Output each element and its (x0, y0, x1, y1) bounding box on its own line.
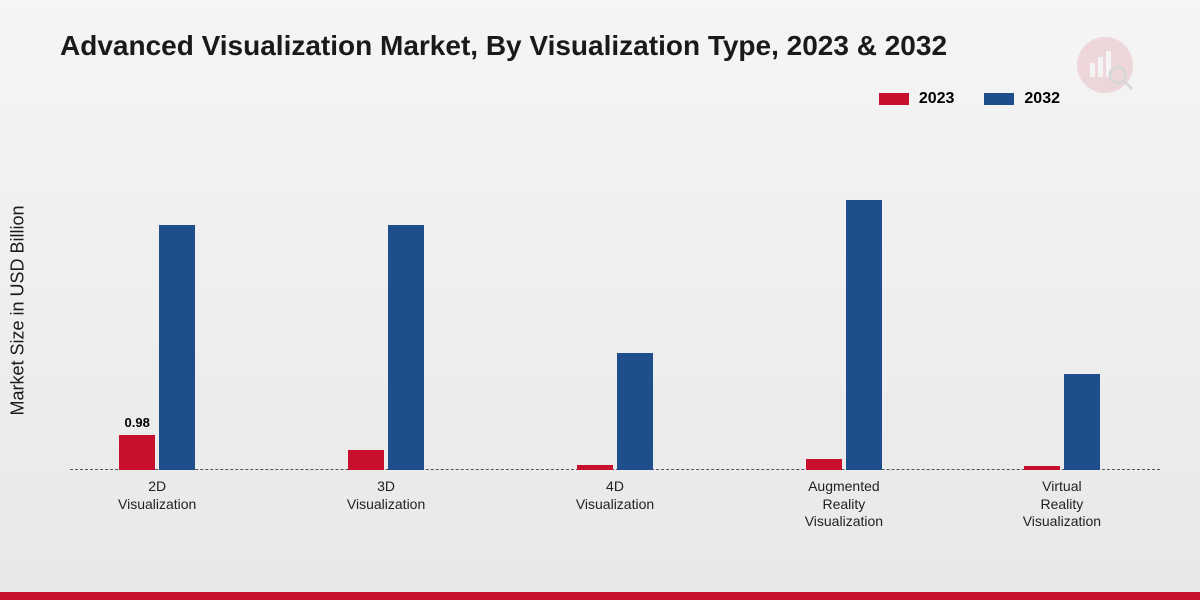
bar-2023-3d (348, 450, 384, 470)
bar-2032-ar (846, 200, 882, 470)
bar-group-vr: VirtualRealityVisualization (1012, 374, 1112, 470)
bar-2023-2d: 0.98 (119, 435, 155, 470)
legend-item-2023: 2023 (879, 90, 955, 108)
legend-swatch-2023 (879, 93, 909, 105)
bar-2032-4d (617, 353, 653, 470)
value-label-2023-2d: 0.98 (125, 415, 150, 430)
bar-2032-3d (388, 225, 424, 470)
footer-accent-bar (0, 592, 1200, 600)
category-label-vr: VirtualRealityVisualization (982, 470, 1142, 531)
watermark-logo (1070, 35, 1140, 100)
chart-title: Advanced Visualization Market, By Visual… (60, 30, 947, 62)
legend-label-2032: 2032 (1024, 90, 1060, 108)
legend-swatch-2032 (984, 93, 1014, 105)
bar-2032-2d (159, 225, 195, 470)
plot-area: 0.982DVisualization3DVisualization4DVisu… (70, 150, 1160, 520)
legend-item-2032: 2032 (984, 90, 1060, 108)
legend: 2023 2032 (879, 90, 1060, 108)
bar-2032-vr (1064, 374, 1100, 470)
bar-2023-ar (806, 459, 842, 470)
category-label-4d: 4DVisualization (535, 470, 695, 513)
bar-group-ar: AugmentedRealityVisualization (794, 200, 894, 470)
category-label-2d: 2DVisualization (77, 470, 237, 513)
y-axis-label: Market Size in USD Billion (8, 205, 29, 415)
legend-label-2023: 2023 (919, 90, 955, 108)
bar-group-2d: 0.982DVisualization (107, 225, 207, 470)
category-label-ar: AugmentedRealityVisualization (764, 470, 924, 531)
bar-group-3d: 3DVisualization (336, 225, 436, 470)
bar-group-4d: 4DVisualization (565, 353, 665, 470)
category-label-3d: 3DVisualization (306, 470, 466, 513)
